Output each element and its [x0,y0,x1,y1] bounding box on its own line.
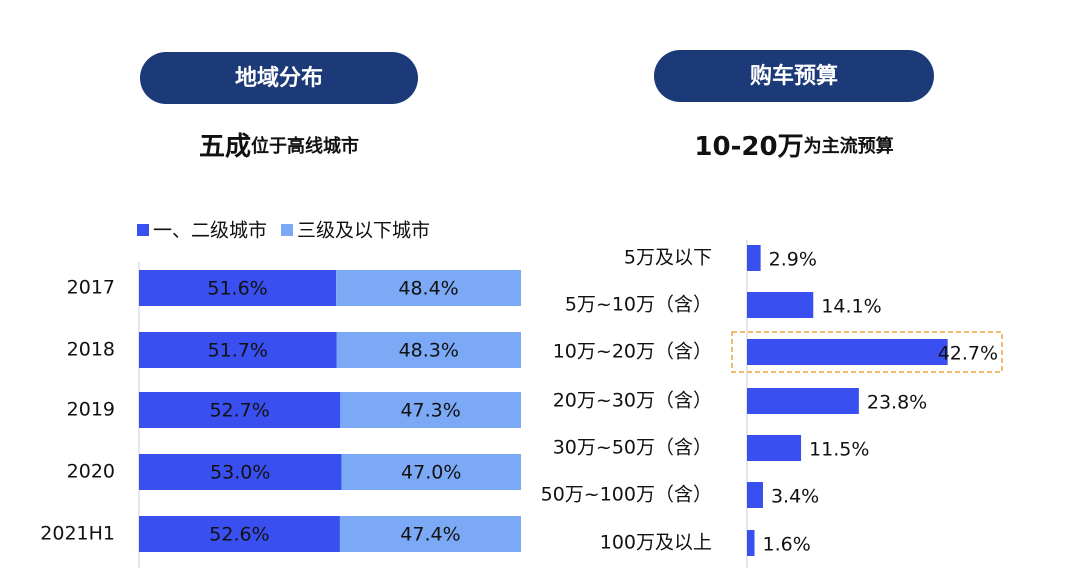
value-label: 47.0% [401,462,461,484]
bar [747,292,814,318]
bar [747,435,802,461]
category-label: 5万及以下 [624,247,712,269]
category-label: 5万~10万（含） [565,294,712,316]
value-label: 23.8% [867,392,927,414]
chart-title: 地域分布 [235,65,323,91]
chart-title: 购车预算 [750,63,838,89]
value-label: 3.4% [771,486,819,508]
bar-segment [139,516,340,552]
legend-swatch [281,224,294,236]
value-label: 47.3% [400,400,460,422]
bar [747,530,755,556]
bar [747,245,761,271]
value-label: 51.7% [208,340,268,362]
category-label: 2017 [67,277,115,299]
bar [747,339,948,365]
category-label: 10万~20万（含） [553,341,712,363]
value-label: 11.5% [809,439,869,461]
category-label: 2020 [67,461,115,483]
bar-segment [341,454,521,490]
bar-segment [139,332,337,368]
subtitle-rest: 位于高线城市 [251,135,359,157]
category-label: 50万~100万（含） [541,484,712,506]
value-label: 53.0% [210,462,270,484]
bar-segment [139,454,342,490]
subtitle: 10-20万为主流预算 [694,132,893,162]
value-label: 52.6% [209,524,269,546]
legend-swatch [137,224,149,236]
title-pill [140,52,418,104]
title-pill [654,50,934,102]
value-label: 48.4% [398,278,458,300]
category-label: 2018 [67,339,115,361]
subtitle: 五成位于高线城市 [199,132,359,162]
bar-segment [339,516,521,552]
subtitle-lead: 10-20万 [694,132,803,162]
bar-segment [139,392,341,428]
category-label: 2021H1 [40,523,115,545]
bar-segment [340,392,521,428]
bar [747,482,763,508]
subtitle-lead: 五成 [199,132,251,162]
value-label: 1.6% [763,534,811,556]
value-label: 2.9% [769,249,817,271]
bar-segment [336,270,521,306]
value-label: 48.3% [399,340,459,362]
legend-label: 三级及以下城市 [297,220,430,242]
value-label: 42.7% [938,343,998,365]
category-label: 2019 [67,399,115,421]
category-label: 100万及以上 [600,532,712,554]
highlight-box [731,331,1003,373]
category-label: 20万~30万（含） [553,390,712,412]
bar [747,388,859,414]
bar-segment [336,332,521,368]
value-label: 47.4% [400,524,460,546]
bar-segment [139,270,337,306]
legend-label: 一、二级城市 [153,220,267,242]
value-label: 14.1% [821,296,881,318]
category-label: 30万~50万（含） [553,437,712,459]
value-label: 52.7% [209,400,269,422]
value-label: 51.6% [207,278,267,300]
subtitle-rest: 为主流预算 [804,135,894,157]
